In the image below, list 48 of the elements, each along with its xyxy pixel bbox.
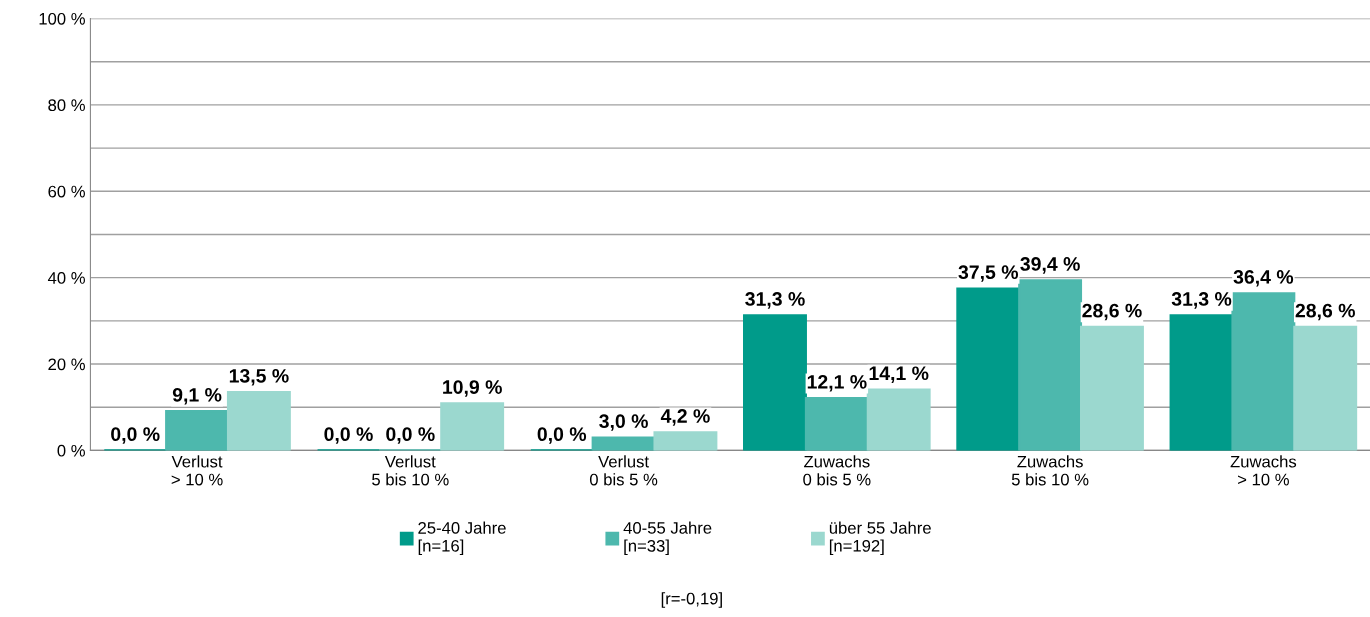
bar — [804, 397, 869, 451]
data-label: 31,3 % — [1171, 292, 1232, 309]
data-label: 0,0 % — [386, 427, 435, 444]
x-tick-label: Zuwachs 5 bis 10 % — [1011, 455, 1089, 486]
bar — [866, 388, 931, 451]
data-label: 0,0 % — [324, 427, 373, 444]
data-label: 0,0 % — [537, 427, 587, 444]
bar — [165, 410, 230, 451]
data-label: 3,0 % — [599, 414, 648, 431]
data-label: 36,4 % — [1233, 270, 1294, 287]
data-label: 10,9 % — [443, 380, 502, 397]
data-label: 28,6 % — [1295, 303, 1355, 321]
y-tick-label: 80 % — [48, 99, 85, 112]
data-label: 12,1 % — [807, 374, 867, 392]
data-label: 31,3 % — [745, 292, 805, 309]
data-label: 14,1 % — [869, 366, 929, 383]
x-tick-label: Zuwachs > 10 % — [1230, 455, 1297, 486]
y-tick-label: 100 % — [39, 12, 85, 25]
data-label: 37,5 % — [958, 265, 1019, 282]
x-tick-label: Verlust > 10 % — [171, 455, 223, 486]
bar — [226, 391, 291, 451]
bar — [440, 402, 505, 451]
legend-label: 25-40 Jahre [n=16] — [418, 521, 506, 556]
y-tick-label: 60 % — [48, 185, 85, 198]
bar — [1079, 325, 1144, 451]
bar — [1231, 292, 1296, 451]
bar — [1169, 314, 1234, 451]
bar — [743, 314, 807, 451]
text: [r=-0,19] — [661, 592, 722, 608]
x-tick-label: Verlust 5 bis 10 % — [372, 455, 449, 486]
legend-label: über 55 Jahre [n=192] — [829, 521, 931, 556]
bar — [1018, 279, 1083, 451]
bar — [653, 431, 718, 451]
data-label: 39,4 % — [1020, 257, 1080, 274]
data-label: 13,5 % — [229, 368, 289, 386]
bar — [1293, 325, 1358, 451]
data-label: 28,6 % — [1082, 303, 1142, 321]
y-tick-label: 0 % — [57, 444, 85, 457]
data-label: 9,1 % — [172, 387, 222, 405]
data-label: 0,0 % — [111, 427, 160, 444]
bar — [956, 287, 1021, 451]
y-tick-label: 20 % — [48, 358, 85, 371]
data-label: 4,2 % — [660, 409, 710, 426]
x-tick-label: Zuwachs 0 bis 5 % — [803, 455, 871, 486]
bar — [591, 436, 656, 451]
x-tick-label: Verlust 0 bis 5 % — [589, 455, 658, 486]
legend-label: 40-55 Jahre [n=33] — [623, 521, 712, 556]
y-tick-label: 40 % — [47, 272, 85, 284]
